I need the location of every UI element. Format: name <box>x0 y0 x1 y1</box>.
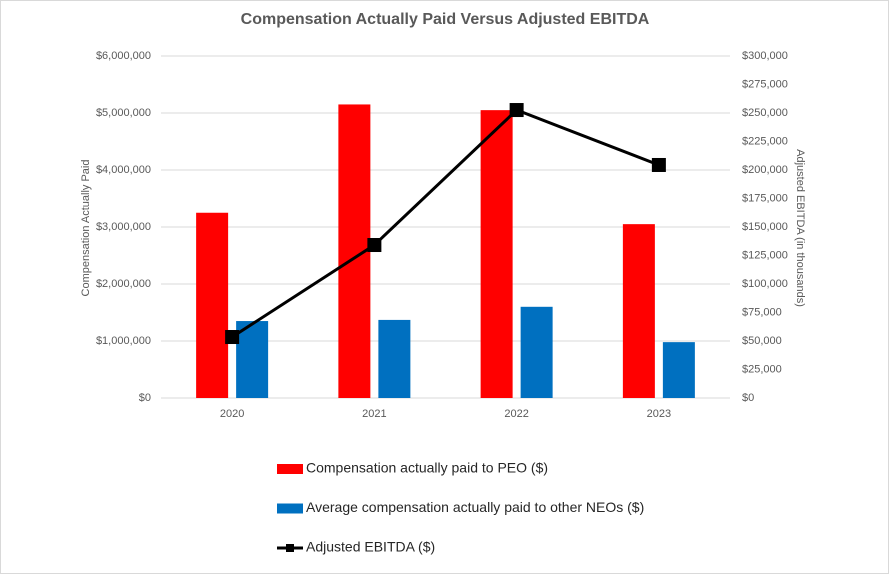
bar <box>622 224 655 398</box>
line-marker <box>509 103 524 118</box>
y2-tick-label: $275,000 <box>742 78 788 90</box>
line-marker <box>225 330 240 345</box>
y2-tick-label: $100,000 <box>742 278 788 290</box>
y-tick-label: $5,000,000 <box>96 107 151 119</box>
y2-tick-label: $200,000 <box>742 164 788 176</box>
x-tick-label: 2020 <box>220 408 244 420</box>
x-tick-label: 2023 <box>647 408 671 420</box>
y2-tick-label: $175,000 <box>742 192 788 204</box>
y2-tick-label: $225,000 <box>742 135 788 147</box>
chart-title: Compensation Actually Paid Versus Adjust… <box>241 11 650 28</box>
y-tick-label: $3,000,000 <box>96 221 151 233</box>
bar <box>196 212 229 398</box>
legend-label: Compensation actually paid to PEO ($) <box>306 460 548 476</box>
bar <box>378 319 411 398</box>
y-tick-label: $1,000,000 <box>96 335 151 347</box>
legend-swatch <box>286 544 294 552</box>
y-tick-label: $4,000,000 <box>96 164 151 176</box>
line-marker <box>651 157 666 172</box>
y2-tick-label: $300,000 <box>742 50 788 62</box>
y2-tick-label: $150,000 <box>742 221 788 233</box>
y2-tick-label: $25,000 <box>742 363 782 375</box>
y2-tick-label: $0 <box>742 392 754 404</box>
x-tick-label: 2021 <box>362 408 386 420</box>
line-series <box>231 108 660 339</box>
y-tick-label: $2,000,000 <box>96 278 151 290</box>
x-tick-label: 2022 <box>504 408 528 420</box>
y2-tick-label: $50,000 <box>742 335 782 347</box>
bar <box>236 321 269 398</box>
legend-label: Adjusted EBITDA ($) <box>306 539 435 555</box>
y2-tick-label: $250,000 <box>742 107 788 119</box>
y-tick-label: $0 <box>139 392 151 404</box>
y2-tick-label: $75,000 <box>742 306 782 318</box>
y2-tick-label: $125,000 <box>742 249 788 261</box>
legend-swatch <box>277 464 303 474</box>
bar <box>480 110 513 399</box>
legend-label: Average compensation actually paid to ot… <box>306 499 644 515</box>
bar <box>520 306 553 398</box>
y2-axis-title: Adjusted EBITDA (in thousands) <box>794 149 806 307</box>
y-tick-label: $6,000,000 <box>96 50 151 62</box>
bar <box>662 342 695 398</box>
y-axis-title: Compensation Actually Paid <box>80 160 92 297</box>
legend-swatch <box>277 503 303 514</box>
line-marker <box>367 238 382 253</box>
